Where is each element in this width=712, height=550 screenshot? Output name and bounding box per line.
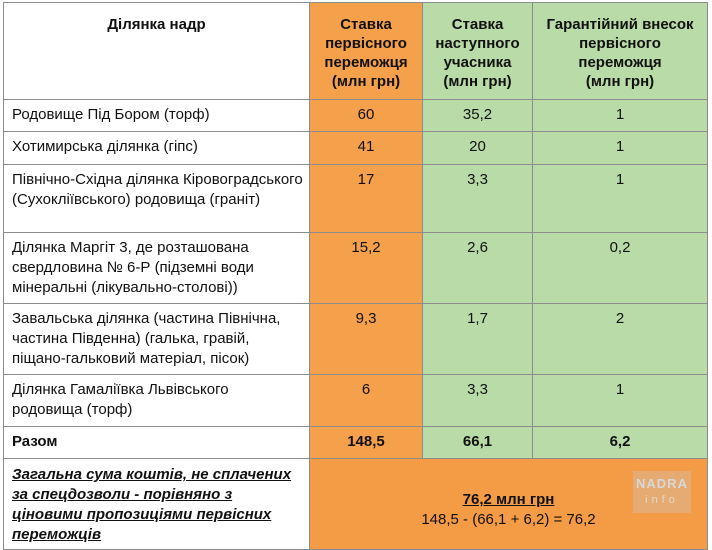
- header-winner-bid: Ставка первісного переможця (млн грн): [309, 2, 423, 100]
- deposit: 1: [532, 374, 708, 427]
- table-row: Північно-Східна ділянка Кіровоградського…: [3, 164, 708, 233]
- summary-label: Загальна сума коштів, не сплачених за сп…: [3, 458, 310, 550]
- total-deposit: 6,2: [532, 426, 708, 459]
- winner-bid: 60: [309, 99, 423, 132]
- header-plot: Ділянка надр: [3, 2, 310, 100]
- header-next-line: наступного: [435, 35, 520, 52]
- header-winner-line: Ставка: [340, 16, 392, 33]
- next-bid: 3,3: [422, 164, 533, 233]
- winner-bid: 17: [309, 164, 423, 233]
- winner-bid: 15,2: [309, 232, 423, 304]
- header-winner-line: первісного: [325, 35, 407, 52]
- summary-formula: 148,5 - (66,1 + 6,2) = 76,2: [421, 511, 596, 528]
- header-next-line: Ставка: [451, 16, 504, 33]
- summary-value: 76,2 млн грн: [462, 491, 555, 508]
- header-next-bid: Ставка наступного учасника (млн грн): [422, 2, 533, 100]
- watermark-top: NADRA: [636, 476, 688, 491]
- header-deposit-line: первісного: [579, 35, 661, 52]
- deposit: 1: [532, 131, 708, 165]
- header-row: Ділянка надр Ставка первісного переможця…: [3, 2, 708, 100]
- header-next-line: (млн грн): [443, 73, 512, 90]
- header-next-line: учасника: [443, 54, 512, 71]
- total-winner: 148,5: [309, 426, 423, 459]
- plot-name: Родовище Під Бором (торф): [3, 99, 310, 132]
- winner-bid: 6: [309, 374, 423, 427]
- summary-row: Загальна сума коштів, не сплачених за сп…: [3, 458, 708, 550]
- deposit: 0,2: [532, 232, 708, 304]
- header-deposit-line: (млн грн): [585, 73, 655, 90]
- table-row: Завальська ділянка (частина Північна, ча…: [3, 303, 708, 375]
- nadra-info-watermark: NADRA info: [633, 471, 691, 513]
- plot-name: Хотимирська ділянка (гіпс): [3, 131, 310, 165]
- table-row: Ділянка Маргіт 3, де розташована свердло…: [3, 232, 708, 304]
- header-deposit: Гарантійний внесок первісного переможця …: [532, 2, 708, 100]
- next-bid: 1,7: [422, 303, 533, 375]
- header-winner-line: переможця: [324, 54, 408, 71]
- watermark-bottom: info: [645, 494, 679, 506]
- header-plot-label: Ділянка надр: [107, 16, 206, 33]
- plot-name: Північно-Східна ділянка Кіровоградського…: [3, 164, 310, 233]
- deposit: 1: [532, 99, 708, 132]
- header-winner-line: (млн грн): [331, 73, 401, 90]
- winner-bid: 41: [309, 131, 423, 165]
- deposit: 2: [532, 303, 708, 375]
- table-row: Хотимирська ділянка (гіпс) 41 20 1: [3, 131, 708, 165]
- header-deposit-line: переможця: [578, 54, 662, 71]
- next-bid: 3,3: [422, 374, 533, 427]
- auction-table: Ділянка надр Ставка первісного переможця…: [3, 2, 708, 550]
- next-bid: 35,2: [422, 99, 533, 132]
- total-row: Разом 148,5 66,1 6,2: [3, 426, 708, 459]
- plot-name: Завальська ділянка (частина Північна, ча…: [3, 303, 310, 375]
- deposit: 1: [532, 164, 708, 233]
- plot-name: Ділянка Гамаліївка Львівського родовища …: [3, 374, 310, 427]
- next-bid: 20: [422, 131, 533, 165]
- total-label: Разом: [3, 426, 310, 459]
- header-deposit-line: Гарантійний внесок: [546, 16, 694, 33]
- plot-name: Ділянка Маргіт 3, де розташована свердло…: [3, 232, 310, 304]
- next-bid: 2,6: [422, 232, 533, 304]
- total-next: 66,1: [422, 426, 533, 459]
- summary-value-cell: NADRA info 76,2 млн грн 148,5 - (66,1 + …: [309, 458, 708, 550]
- table-row: Родовище Під Бором (торф) 60 35,2 1: [3, 99, 708, 132]
- winner-bid: 9,3: [309, 303, 423, 375]
- table-row: Ділянка Гамаліївка Львівського родовища …: [3, 374, 708, 427]
